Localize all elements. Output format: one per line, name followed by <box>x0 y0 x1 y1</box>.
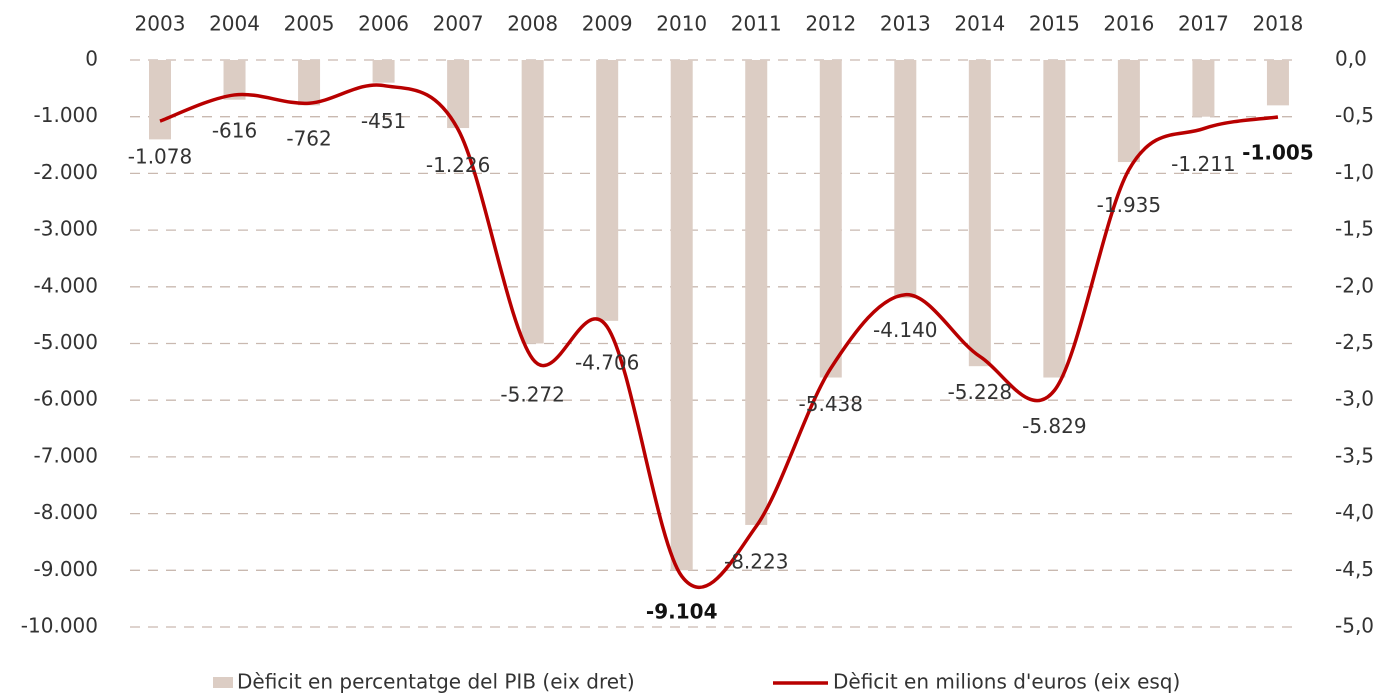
y-tick-label: -7.000 <box>34 443 98 467</box>
x-tick-label: 2017 <box>1178 12 1229 36</box>
data-label: -1.935 <box>1097 193 1161 217</box>
y2-tick-label: -4,0 <box>1335 500 1374 524</box>
bar <box>1266 60 1289 106</box>
data-label: -762 <box>286 127 331 151</box>
data-label: -4.140 <box>873 318 937 342</box>
bar <box>1043 60 1066 378</box>
data-label: -5.438 <box>799 392 863 416</box>
x-tick-label: 2014 <box>954 12 1005 36</box>
data-label: -451 <box>361 109 406 133</box>
data-label: -1.226 <box>426 153 490 177</box>
y-tick-label: 0 <box>85 47 98 71</box>
x-tick-label: 2016 <box>1103 12 1154 36</box>
x-tick-label: 2012 <box>805 12 856 36</box>
data-label: -5.228 <box>948 380 1012 404</box>
y-tick-label: -6.000 <box>34 387 98 411</box>
bar <box>968 60 991 367</box>
y2-tick-label: -4,5 <box>1335 557 1374 581</box>
y2-tick-label: -2,0 <box>1335 273 1374 297</box>
x-tick-label: 2011 <box>731 12 782 36</box>
x-tick-label: 2003 <box>135 12 186 36</box>
y-tick-label: -1.000 <box>34 103 98 127</box>
bar <box>372 60 395 83</box>
bar <box>1117 60 1140 163</box>
bar <box>149 60 171 140</box>
bar <box>819 60 842 378</box>
y2-tick-label: -1,5 <box>1335 217 1374 241</box>
data-label: -616 <box>212 118 257 142</box>
bar <box>298 60 321 106</box>
y2-tick-label: -2,5 <box>1335 330 1374 354</box>
y2-tick-label: -1,0 <box>1335 160 1374 184</box>
y-tick-label: -9.000 <box>34 557 98 581</box>
y2-tick-label: -3,0 <box>1335 387 1374 411</box>
y2-tick-label: -0,5 <box>1335 103 1374 127</box>
data-label: -5.829 <box>1022 414 1086 438</box>
bar <box>894 60 917 299</box>
x-tick-label: 2004 <box>209 12 260 36</box>
y-tick-label: -3.000 <box>34 217 98 241</box>
bar <box>223 60 246 100</box>
y-tick-label: -5.000 <box>34 330 98 354</box>
bar <box>1192 60 1215 117</box>
x-tick-label: 2013 <box>880 12 931 36</box>
y2-tick-label: 0,0 <box>1335 47 1367 71</box>
x-tick-label: 2018 <box>1252 12 1303 36</box>
x-tick-label: 2008 <box>507 12 558 36</box>
data-label: -8.223 <box>724 550 788 574</box>
bar <box>745 60 768 525</box>
bar <box>670 60 693 571</box>
x-tick-label: 2015 <box>1029 12 1080 36</box>
data-label: -1.078 <box>128 145 192 169</box>
data-label: -9.104 <box>646 600 718 624</box>
line <box>159 83 1279 590</box>
y-tick-label: -2.000 <box>34 160 98 184</box>
data-label: -1.005 <box>1242 140 1314 164</box>
x-tick-label: 2010 <box>656 12 707 36</box>
y2-tick-label: -3,5 <box>1335 443 1374 467</box>
legend-label: Dèficit en percentatge del PIB (eix dret… <box>237 670 635 694</box>
x-tick-label: 2007 <box>433 12 484 36</box>
x-tick-label: 2006 <box>358 12 409 36</box>
data-label: -1.211 <box>1171 152 1235 176</box>
y2-tick-label: -5,0 <box>1335 614 1374 638</box>
legend-label: Dèficit en milions d'euros (eix esq) <box>833 670 1180 694</box>
data-label: -4.706 <box>575 350 639 374</box>
bar <box>447 60 470 129</box>
data-label: -5.272 <box>500 382 564 406</box>
y-tick-label: -10.000 <box>21 614 98 638</box>
x-tick-label: 2009 <box>582 12 633 36</box>
x-tick-label: 2005 <box>284 12 335 36</box>
y-tick-label: -8.000 <box>34 500 98 524</box>
legend-swatch <box>213 677 233 688</box>
bar <box>521 60 544 344</box>
bar <box>596 60 619 321</box>
y-tick-label: -4.000 <box>34 273 98 297</box>
